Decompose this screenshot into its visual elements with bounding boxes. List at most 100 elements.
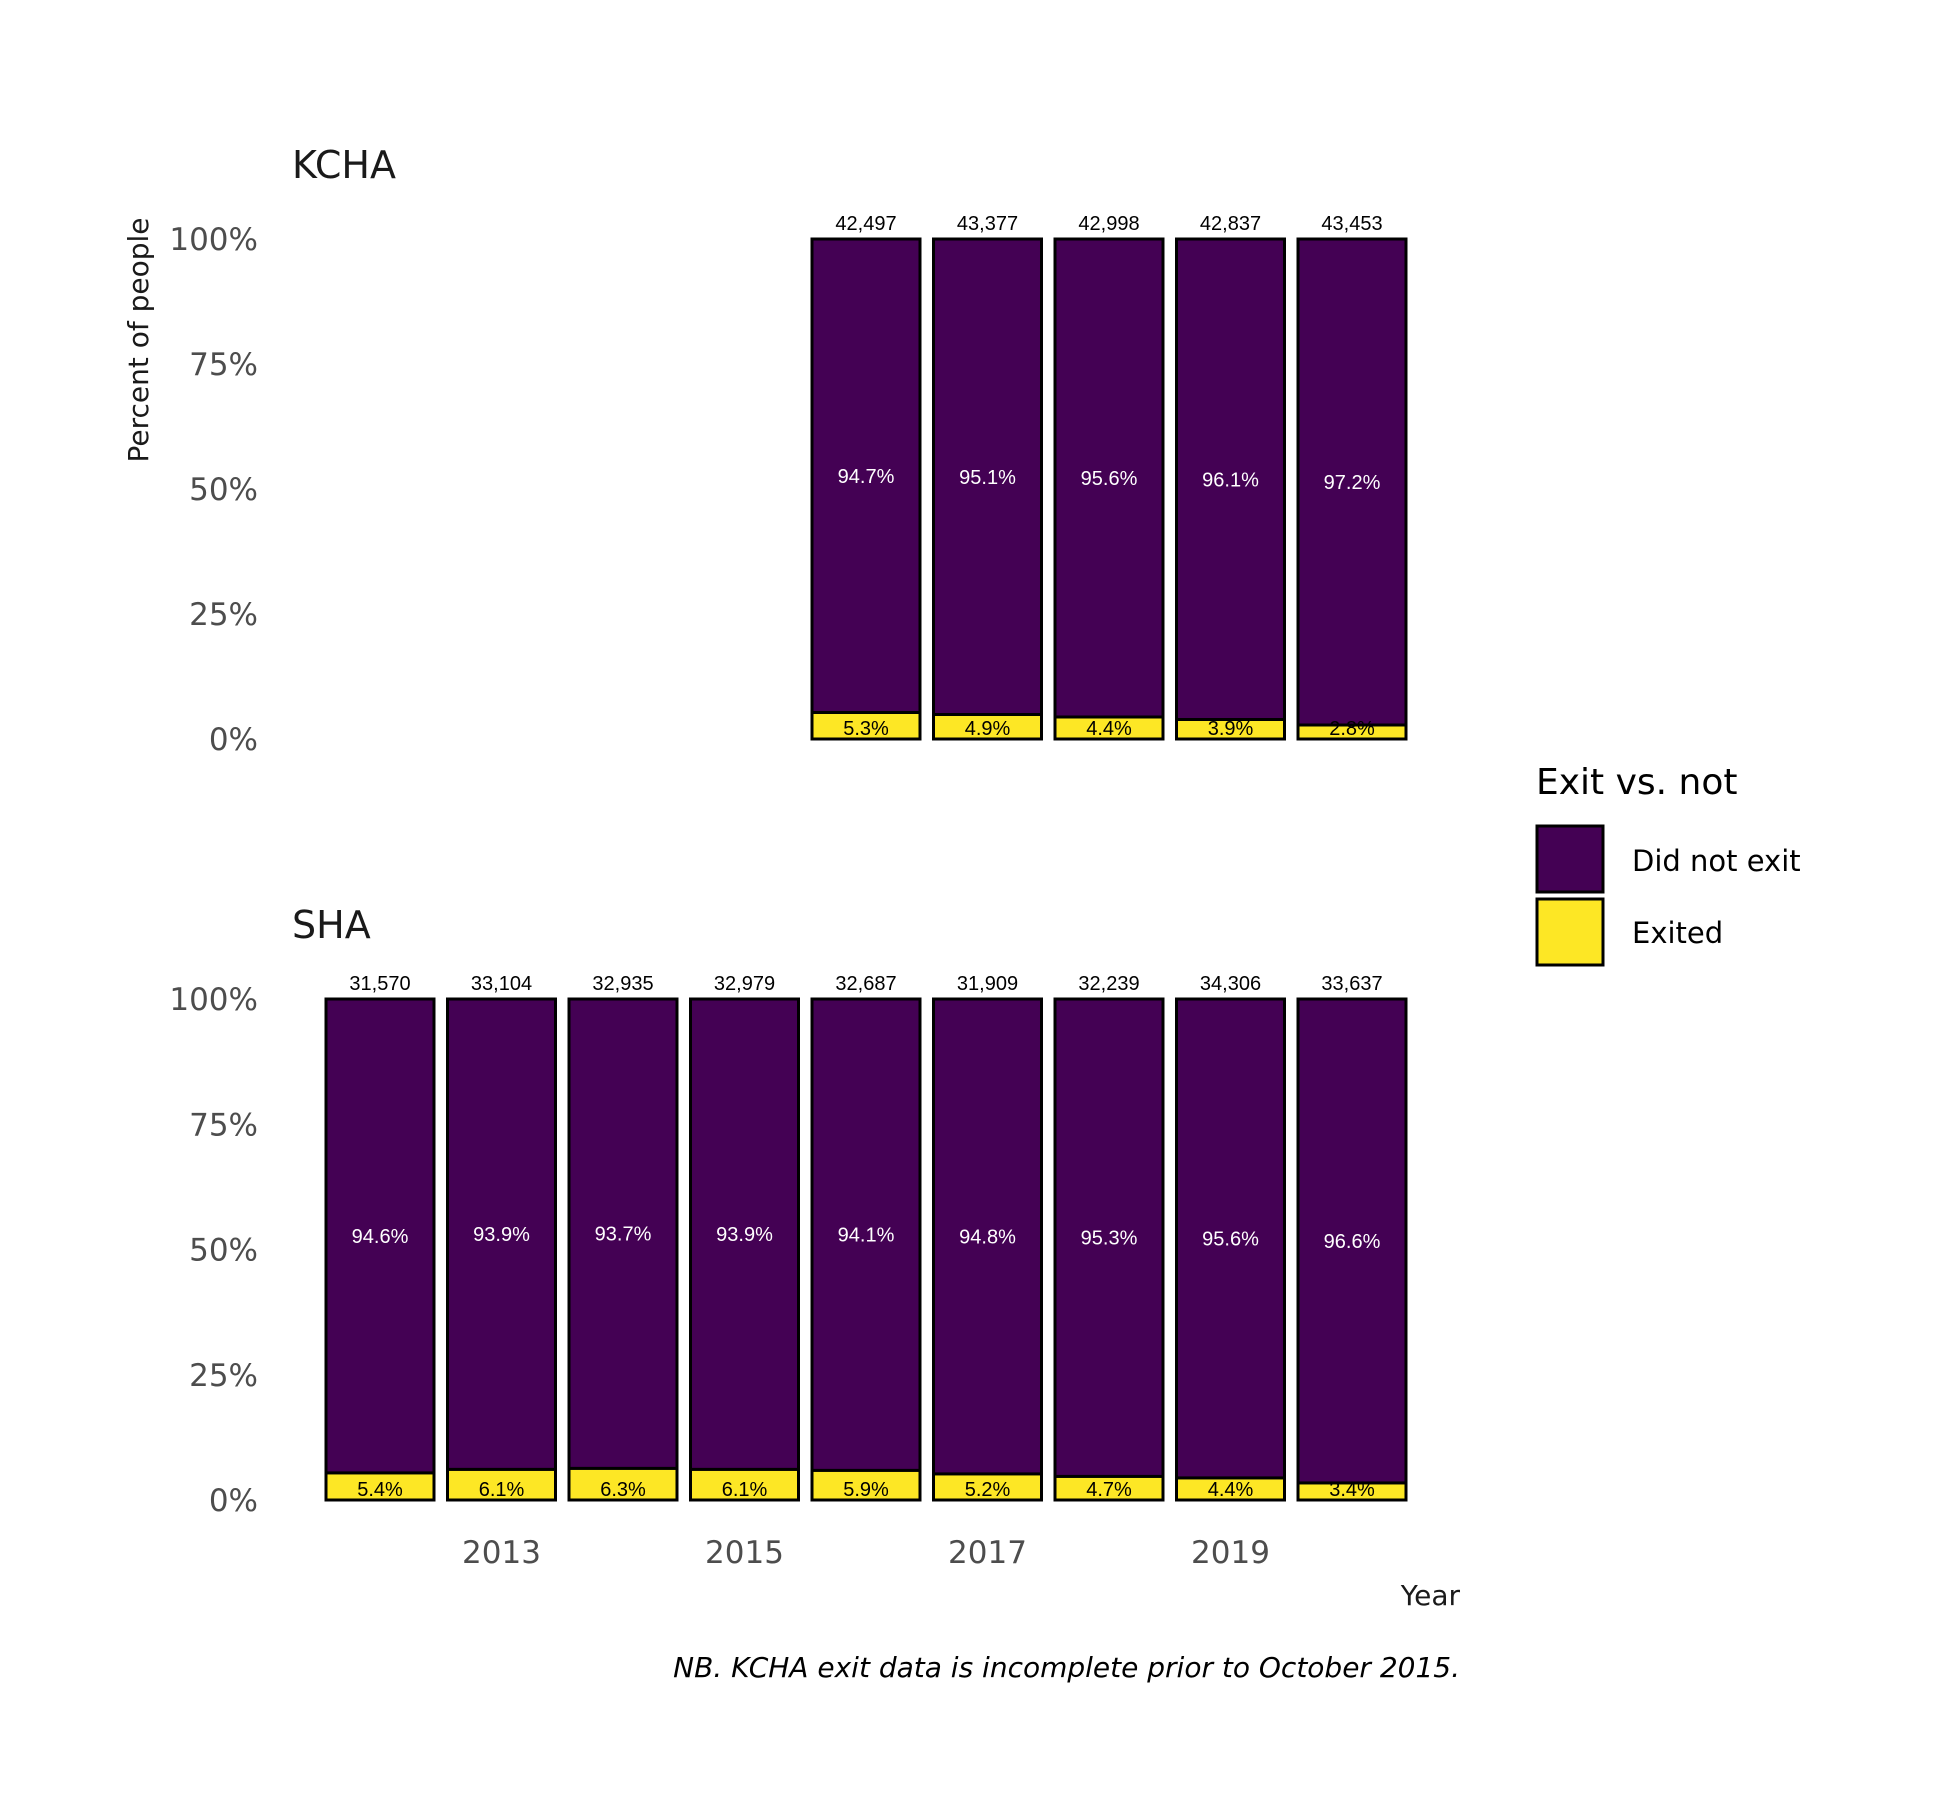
sha-panel: SHA 0% 25% 50% 75% 100% 94.6% 5.4% 31,570 93.9%… bbox=[169, 903, 1460, 1612]
sha-y-tick-label: 0% bbox=[209, 1483, 258, 1519]
sha-bar-2014: 93.7% 6.3% 32,935 bbox=[567, 973, 679, 1502]
sha-bars: 94.6% 5.4% 31,570 93.9% 6.1% 33,104 93.7% 6.3% 3… bbox=[324, 973, 1408, 1502]
sha-bar-segment-did-not-exit bbox=[567, 997, 679, 1470]
sha-x-tick-label: 2013 bbox=[462, 1535, 541, 1571]
legend-label-exited: Exited bbox=[1632, 916, 1723, 950]
sha-bar-2012: 94.6% 5.4% 31,570 bbox=[324, 973, 436, 1502]
sha-label-exited: 4.4% bbox=[1208, 1479, 1254, 1501]
sha-label-exited: 6.1% bbox=[479, 1479, 525, 1501]
sha-bar-segment-did-not-exit bbox=[1053, 997, 1165, 1478]
legend: Exit vs. not Did not exit Exited bbox=[1535, 762, 1801, 967]
sha-bar-2018: 95.3% 4.7% 32,239 bbox=[1053, 973, 1165, 1502]
sha-x-tick-label: 2017 bbox=[948, 1535, 1027, 1571]
sha-label-exited: 6.1% bbox=[722, 1479, 768, 1501]
sha-total-label: 34,306 bbox=[1200, 973, 1261, 995]
sha-bar-segment-exited bbox=[932, 1472, 1043, 1502]
kcha-label-exited: 5.3% bbox=[843, 718, 889, 740]
kcha-label-did-not-exit: 95.6% bbox=[1081, 468, 1138, 490]
kcha-bar-segment-exited bbox=[932, 713, 1043, 741]
kcha-bar-segment-did-not-exit bbox=[810, 237, 922, 714]
kcha-y-tick-label: 75% bbox=[189, 347, 258, 383]
kcha-label-did-not-exit: 96.1% bbox=[1202, 469, 1259, 491]
sha-total-label: 32,935 bbox=[592, 973, 653, 995]
sha-total-label: 32,687 bbox=[835, 973, 896, 995]
kcha-label-exited: 2.8% bbox=[1329, 718, 1375, 740]
sha-label-did-not-exit: 94.1% bbox=[838, 1225, 895, 1247]
sha-bar-segment-did-not-exit bbox=[1296, 997, 1408, 1485]
sha-total-label: 33,637 bbox=[1321, 973, 1382, 995]
kcha-total-label: 42,998 bbox=[1078, 213, 1139, 235]
sha-bar-segment-exited bbox=[689, 1467, 800, 1502]
legend-swatch-exited bbox=[1535, 897, 1605, 967]
kcha-y-tick-label: 25% bbox=[189, 597, 258, 633]
sha-bar-2017: 94.8% 5.2% 31,909 bbox=[932, 973, 1043, 1502]
sha-label-exited: 5.2% bbox=[965, 1479, 1011, 1501]
sha-bar-2015: 93.9% 6.1% 32,979 bbox=[689, 973, 800, 1502]
sha-label-exited: 3.4% bbox=[1329, 1479, 1375, 1501]
kcha-bar-segment-exited bbox=[1053, 715, 1165, 741]
sha-label-did-not-exit: 95.6% bbox=[1202, 1228, 1259, 1250]
sha-label-exited: 6.3% bbox=[600, 1479, 646, 1501]
sha-x-tick-label: 2019 bbox=[1191, 1535, 1270, 1571]
kcha-total-label: 42,497 bbox=[835, 213, 896, 235]
kcha-bar-2017: 95.1% 4.9% 43,377 bbox=[932, 213, 1043, 741]
kcha-label-exited: 3.9% bbox=[1208, 718, 1254, 740]
kcha-bar-segment-exited bbox=[1296, 723, 1408, 741]
sha-y-tick-label: 50% bbox=[189, 1233, 258, 1269]
sha-total-label: 33,104 bbox=[471, 973, 532, 995]
sha-label-exited: 5.4% bbox=[357, 1479, 403, 1501]
kcha-label-did-not-exit: 94.7% bbox=[838, 466, 895, 488]
sha-y-ticks: 0% 25% 50% 75% 100% bbox=[169, 982, 258, 1519]
kcha-panel: KCHA Percent of people 0% 25% 50% 75% 100% 9… bbox=[122, 143, 1408, 758]
kcha-bar-segment-did-not-exit bbox=[1296, 237, 1408, 727]
sha-bar-segment-did-not-exit bbox=[446, 997, 557, 1471]
legend-swatch-did-not-exit bbox=[1535, 824, 1605, 894]
kcha-bar-2018: 95.6% 4.4% 42,998 bbox=[1053, 213, 1165, 741]
sha-bar-segment-exited bbox=[446, 1467, 557, 1502]
sha-label-did-not-exit: 93.7% bbox=[595, 1224, 652, 1246]
sha-bar-segment-exited bbox=[567, 1466, 679, 1502]
sha-bar-segment-exited bbox=[1053, 1474, 1165, 1502]
kcha-y-tick-label: 100% bbox=[169, 222, 258, 258]
legend-title: Exit vs. not bbox=[1536, 762, 1738, 803]
kcha-label-exited: 4.4% bbox=[1086, 718, 1132, 740]
sha-bar-2016: 94.1% 5.9% 32,687 bbox=[810, 973, 922, 1502]
sha-y-tick-label: 75% bbox=[189, 1107, 258, 1143]
sha-bar-2013: 93.9% 6.1% 33,104 bbox=[446, 973, 557, 1502]
sha-label-did-not-exit: 94.8% bbox=[959, 1226, 1016, 1248]
kcha-y-tick-label: 50% bbox=[189, 472, 258, 508]
x-axis-title: Year bbox=[1400, 1579, 1461, 1612]
kcha-bar-2016: 94.7% 5.3% 42,497 bbox=[810, 213, 922, 741]
sha-bar-segment-did-not-exit bbox=[689, 997, 800, 1471]
sha-label-did-not-exit: 95.3% bbox=[1081, 1228, 1138, 1250]
sha-x-ticks: 2013 2015 2017 2019 bbox=[462, 1535, 1270, 1571]
sha-y-tick-label: 25% bbox=[189, 1358, 258, 1394]
sha-total-label: 31,570 bbox=[349, 973, 410, 995]
sha-label-did-not-exit: 93.9% bbox=[716, 1224, 773, 1246]
sha-total-label: 32,239 bbox=[1078, 973, 1139, 995]
kcha-bar-segment-exited bbox=[1175, 718, 1286, 741]
kcha-label-did-not-exit: 95.1% bbox=[959, 467, 1016, 489]
sha-bar-segment-did-not-exit bbox=[324, 997, 436, 1475]
kcha-total-label: 42,837 bbox=[1200, 213, 1261, 235]
y-axis-title: Percent of people bbox=[122, 217, 155, 462]
sha-bar-segment-did-not-exit bbox=[810, 997, 922, 1472]
kcha-bar-2020: 97.2% 2.8% 43,453 bbox=[1296, 213, 1408, 741]
kcha-panel-title: KCHA bbox=[292, 143, 396, 187]
kcha-label-did-not-exit: 97.2% bbox=[1324, 472, 1381, 494]
caption: NB. KCHA exit data is incomplete prior t… bbox=[673, 1651, 1460, 1684]
kcha-bar-2019: 96.1% 3.9% 42,837 bbox=[1175, 213, 1286, 741]
kcha-bars: 94.7% 5.3% 42,497 95.1% 4.9% 43,377 95.6% 4.4% 4… bbox=[810, 213, 1408, 741]
sha-label-did-not-exit: 94.6% bbox=[352, 1226, 409, 1248]
sha-label-exited: 5.9% bbox=[843, 1479, 889, 1501]
sha-bar-segment-exited bbox=[1296, 1481, 1408, 1502]
sha-bar-segment-exited bbox=[810, 1468, 922, 1502]
kcha-total-label: 43,453 bbox=[1321, 213, 1382, 235]
sha-bar-segment-exited bbox=[324, 1471, 436, 1502]
sha-bar-2019: 95.6% 4.4% 34,306 bbox=[1175, 973, 1286, 1502]
legend-label-did-not-exit: Did not exit bbox=[1632, 844, 1801, 878]
sha-panel-title: SHA bbox=[292, 903, 371, 947]
sha-bar-segment-did-not-exit bbox=[932, 997, 1043, 1476]
kcha-y-ticks: 0% 25% 50% 75% 100% bbox=[169, 222, 258, 758]
